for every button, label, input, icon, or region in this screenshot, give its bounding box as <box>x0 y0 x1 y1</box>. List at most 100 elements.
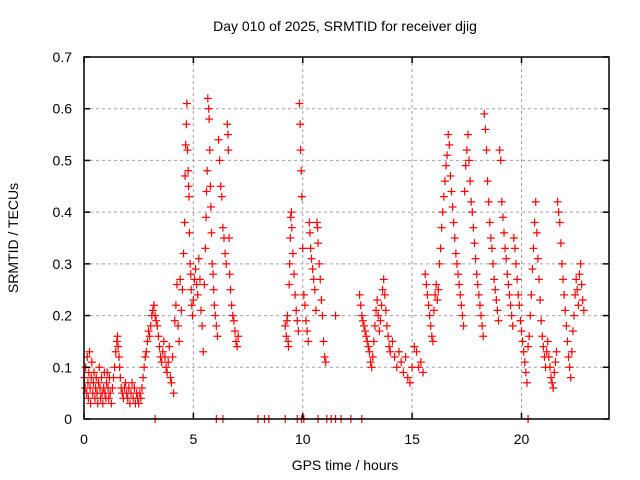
data-point <box>542 347 551 356</box>
data-point <box>433 296 442 305</box>
data-point <box>431 290 440 299</box>
data-point <box>478 321 487 330</box>
data-point <box>552 347 561 356</box>
data-point <box>135 389 144 398</box>
data-point <box>164 358 173 367</box>
data-point <box>442 161 451 170</box>
data-point <box>286 213 295 222</box>
data-point <box>548 378 557 387</box>
data-point <box>537 316 546 325</box>
data-point <box>115 352 123 361</box>
data-point <box>469 223 478 232</box>
data-point <box>382 321 391 330</box>
data-point <box>225 270 234 279</box>
data-point <box>399 368 408 377</box>
y-tick-label: 0.3 <box>53 256 73 272</box>
data-point <box>187 285 196 294</box>
data-point <box>90 368 99 377</box>
data-point <box>386 347 395 356</box>
data-point <box>223 120 232 129</box>
data-point <box>423 290 432 299</box>
data-point <box>215 156 224 165</box>
data-point <box>410 342 419 351</box>
y-tick-label: 0.6 <box>53 101 73 117</box>
data-point <box>514 290 523 299</box>
data-point <box>559 275 568 284</box>
data-point <box>137 383 146 392</box>
data-point <box>456 290 465 299</box>
data-point <box>182 99 191 108</box>
data-point <box>524 342 533 351</box>
data-point <box>184 182 193 191</box>
data-point <box>422 280 431 289</box>
data-point <box>554 208 563 217</box>
data-point <box>116 373 125 382</box>
data-point <box>206 202 215 211</box>
data-point <box>321 358 330 367</box>
data-point <box>191 265 200 274</box>
data-point <box>557 259 566 268</box>
data-point <box>140 363 149 372</box>
data-point <box>564 352 573 361</box>
data-point <box>555 218 564 227</box>
data-point <box>364 342 373 351</box>
data-point <box>401 352 410 361</box>
data-point <box>370 321 379 330</box>
data-point <box>500 228 508 237</box>
data-point <box>424 301 433 310</box>
data-point <box>285 280 294 289</box>
data-point <box>445 140 454 149</box>
data-point <box>144 327 153 336</box>
data-point <box>158 347 167 356</box>
data-point <box>296 146 305 155</box>
data-point <box>185 228 194 237</box>
data-point <box>380 290 389 299</box>
data-point <box>205 115 214 124</box>
data-point <box>306 244 315 253</box>
data-point <box>531 197 540 206</box>
data-point <box>473 280 482 289</box>
data-point <box>560 290 569 299</box>
data-point <box>503 270 512 279</box>
data-point <box>414 363 423 372</box>
data-point <box>369 337 378 346</box>
data-point <box>421 270 430 279</box>
data-point <box>515 301 524 310</box>
data-point <box>163 368 172 377</box>
data-point <box>111 347 120 356</box>
data-point <box>287 208 296 217</box>
data-point <box>579 306 588 315</box>
data-point <box>491 285 500 294</box>
data-point <box>201 244 210 253</box>
data-point <box>203 94 212 103</box>
data-point <box>189 296 198 305</box>
data-point <box>172 280 181 289</box>
data-point <box>358 316 367 325</box>
data-point <box>553 197 562 206</box>
axis-ticks <box>83 56 609 420</box>
data-point <box>368 352 377 361</box>
data-point <box>574 301 583 310</box>
data-point <box>436 244 445 253</box>
data-point <box>430 306 438 315</box>
data-point <box>209 270 218 279</box>
data-point <box>86 399 95 408</box>
data-point <box>166 373 175 382</box>
data-point <box>177 306 186 315</box>
data-point <box>214 135 223 144</box>
data-point <box>426 321 435 330</box>
data-point <box>169 389 178 398</box>
data-point <box>397 358 406 367</box>
data-point <box>130 383 139 392</box>
data-point <box>505 290 514 299</box>
data-point <box>217 192 226 201</box>
data-point <box>379 275 388 284</box>
data-point <box>470 239 479 248</box>
data-point <box>507 311 516 320</box>
data-point <box>355 290 364 299</box>
data-point <box>543 337 552 346</box>
data-point <box>573 285 582 294</box>
data-point <box>185 192 193 201</box>
data-point <box>233 342 242 351</box>
data-point <box>460 187 469 196</box>
